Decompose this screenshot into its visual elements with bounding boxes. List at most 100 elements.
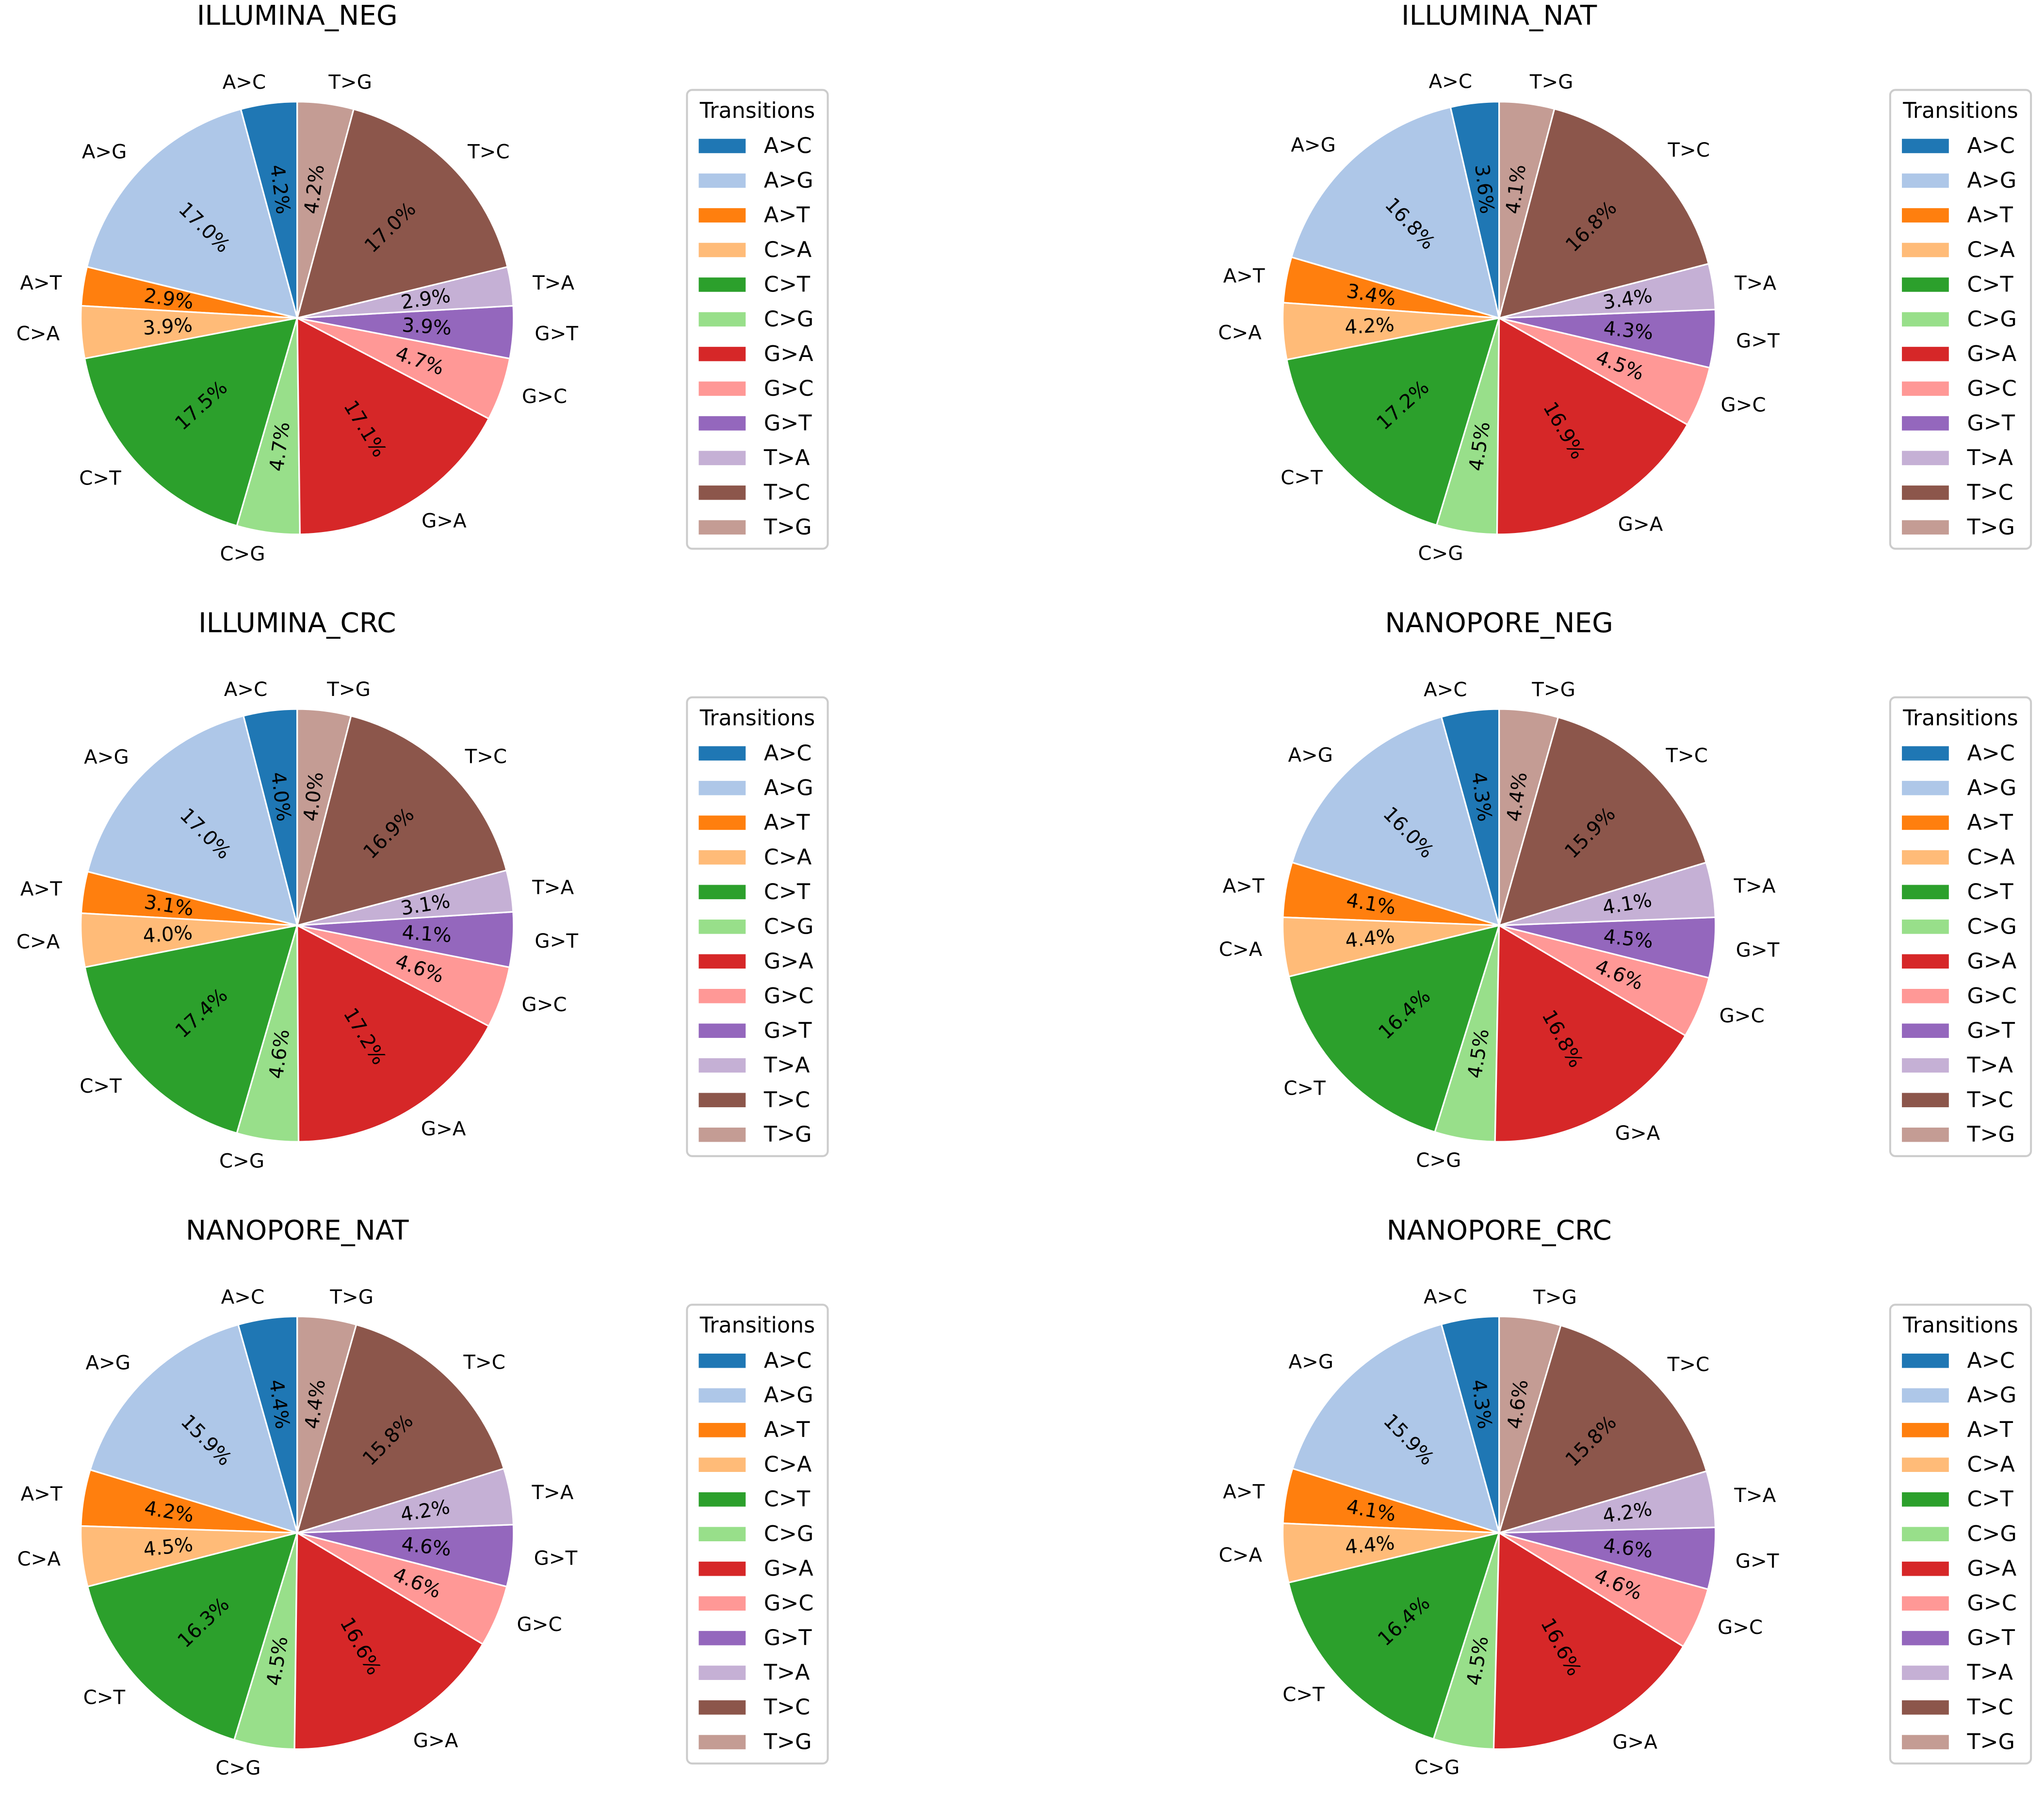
slice-label: A>T <box>20 877 62 900</box>
legend-title: Transitions <box>1902 1313 2018 1338</box>
legend-swatch-gtot <box>1902 1023 1949 1038</box>
slice-label: C>G <box>1418 542 1463 565</box>
slice-label: G>T <box>535 930 578 953</box>
slice-label: C>T <box>79 467 121 490</box>
legend-swatch-ctot <box>1902 277 1949 292</box>
slice-label: G>C <box>522 993 567 1016</box>
pie-slice-gtoa <box>296 317 490 535</box>
legend-label: T>G <box>1966 1730 2015 1755</box>
legend-swatch-ctog <box>698 1527 746 1541</box>
slice-label: T>A <box>532 876 574 899</box>
slice-label: A>T <box>20 272 62 294</box>
percent-label: 4.5% <box>1603 925 1655 953</box>
slice-label: A>C <box>1424 678 1467 701</box>
legend-label: T>A <box>763 446 810 470</box>
legend-swatch-atoc <box>1902 1353 1949 1368</box>
legend-swatch-ctot <box>698 1492 746 1507</box>
pie-slice-gtoa <box>1496 317 1688 535</box>
legend-swatch-ttoa <box>698 1058 746 1073</box>
slice-label: C>A <box>1219 938 1263 961</box>
legend-label: A>G <box>1967 775 2016 800</box>
legend-swatch-gtoc <box>1902 989 1949 1003</box>
legend-swatch-ttog <box>1902 1735 1949 1749</box>
legend-swatch-atot <box>1902 815 1949 830</box>
legend-label: C>A <box>1967 238 2014 262</box>
slice-label: A>T <box>1223 264 1265 287</box>
legend-label: G>T <box>1967 411 2015 436</box>
legend-swatch-ttoa <box>698 1665 746 1680</box>
legend-label: G>A <box>1967 1556 2016 1581</box>
legend-label: G>A <box>1967 949 2016 974</box>
legend-frame <box>1889 89 2032 550</box>
legend-label: G>C <box>1967 376 2016 401</box>
pie-slice-atog <box>89 1324 298 1534</box>
legend-swatch-ctog <box>1902 920 1949 934</box>
legend-label: A>C <box>1967 741 2014 766</box>
legend-label: C>G <box>764 307 813 332</box>
slice-label: G>C <box>1718 1616 1763 1639</box>
legend-swatch-ttoc <box>698 485 746 500</box>
legend: Transitions A>C A>G A>T C>A C>T C>G G>A G>C G>T T>… <box>1889 89 2032 550</box>
legend-label: A>T <box>1967 810 2013 835</box>
legend-label: G>T <box>764 1018 812 1043</box>
pie-slice-atog <box>87 715 298 926</box>
slice-label: G>A <box>421 1117 466 1140</box>
legend-swatch-ttoa <box>1902 1058 1949 1073</box>
slice-label: C>A <box>16 323 60 345</box>
slice-label: T>C <box>1665 744 1708 767</box>
legend-swatch-atog <box>1902 173 1949 188</box>
legend-swatch-atoc <box>698 1353 746 1368</box>
legend-swatch-ttoa <box>1902 451 1949 466</box>
legend-label: C>G <box>764 914 813 939</box>
legend-label: G>A <box>764 1556 813 1581</box>
legend-label: G>C <box>1967 1591 2016 1616</box>
legend-swatch-gtoc <box>1902 1596 1949 1611</box>
legend-label: A>T <box>764 810 810 835</box>
legend-title: Transitions <box>1902 98 2018 123</box>
legend-swatch-gtot <box>698 416 746 431</box>
pie-slice-ctot <box>84 924 298 1134</box>
slice-label: G>C <box>1720 1004 1765 1027</box>
pie-slice-atog <box>1292 1323 1500 1534</box>
slice-label: A>T <box>1223 1481 1265 1503</box>
slice-label: G>T <box>1736 329 1780 352</box>
legend-swatch-ttoc <box>698 1700 746 1715</box>
legend-swatch-gtot <box>698 1631 746 1646</box>
slice-label: G>T <box>535 323 578 345</box>
pie-slice-ttoc <box>296 108 508 319</box>
pie-slice-ctot <box>1287 1532 1500 1740</box>
pie-slice-gtoa <box>1494 924 1687 1143</box>
pie-slice-ctot <box>1286 317 1500 526</box>
slice-label: C>A <box>1219 1544 1263 1567</box>
legend-label: C>T <box>1967 1487 2013 1512</box>
legend-label: T>A <box>763 1661 810 1685</box>
legend-label: G>C <box>764 376 813 401</box>
slice-label: T>G <box>1531 678 1575 701</box>
legend-swatch-gtoa <box>1902 347 1949 361</box>
legend-swatch-ctog <box>698 920 746 934</box>
legend-label: T>A <box>1966 1661 2013 1685</box>
percent-label: 4.2% <box>1344 313 1395 339</box>
legend-label: A>T <box>764 203 810 227</box>
pie-slice-ctot <box>83 317 298 527</box>
legend-swatch-ttoc <box>698 1093 746 1108</box>
legend-swatch-gtoa <box>698 347 746 361</box>
legend-label: A>T <box>764 1418 810 1442</box>
slice-label: A>G <box>84 746 129 769</box>
legend: Transitions A>C A>G A>T C>A C>T C>G G>A G>C G>T T>… <box>686 696 829 1157</box>
legend-label: C>G <box>764 1522 813 1547</box>
slice-label: T>C <box>465 745 507 768</box>
slice-label: T>A <box>1734 272 1776 295</box>
legend-frame <box>686 696 829 1157</box>
legend-label: T>G <box>763 515 812 540</box>
pie-slice-ttog <box>1498 1315 1562 1534</box>
legend-swatch-ttoa <box>1902 1665 1949 1680</box>
legend-swatch-ttoc <box>1902 1700 1949 1715</box>
slice-label: T>G <box>328 71 372 94</box>
legend-title: Transitions <box>1902 706 2018 730</box>
